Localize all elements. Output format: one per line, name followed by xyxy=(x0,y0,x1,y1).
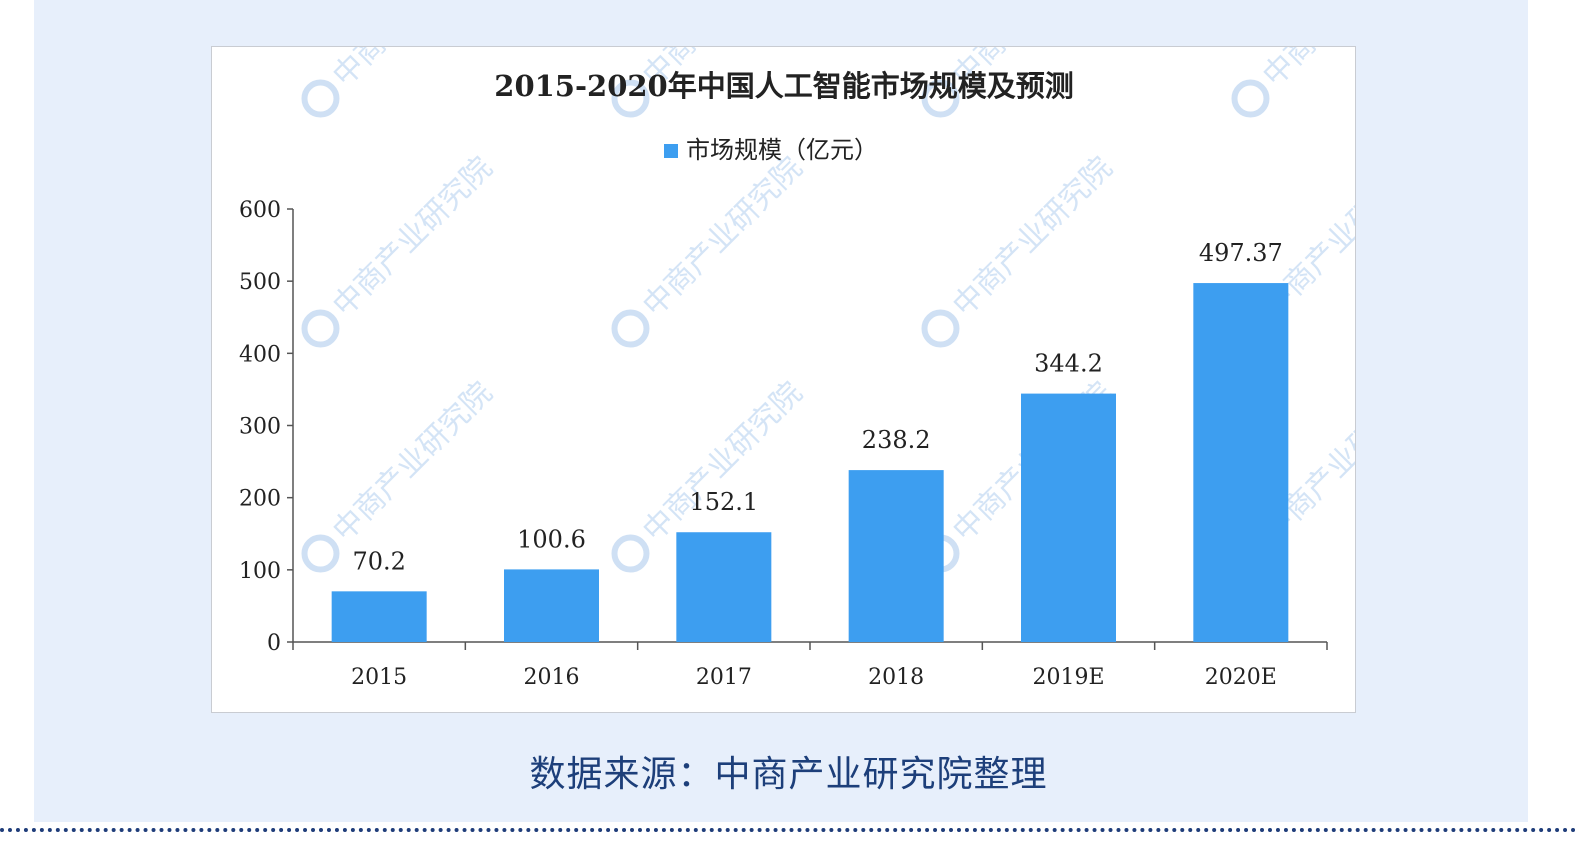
watermark-logo-icon xyxy=(611,534,650,573)
watermark-text: 中商产业研究院 xyxy=(326,47,499,94)
y-tick-label: 100 xyxy=(239,559,281,584)
y-tick-label: 500 xyxy=(239,270,281,295)
data-label: 70.2 xyxy=(352,547,405,575)
x-tick-label: 2017 xyxy=(696,665,752,690)
y-tick-label: 0 xyxy=(267,631,281,656)
bar xyxy=(504,569,599,642)
axes: 0 100 200 300 400 500 600 2015 2016 2017 2018 2019E… xyxy=(239,198,1328,690)
x-tick-label: 2015 xyxy=(351,665,407,690)
y-tick-label: 600 xyxy=(239,198,281,223)
watermark-logo-icon xyxy=(611,309,650,348)
chart-title: 2015-2020年中国人工智能市场规模及预测 xyxy=(494,69,1073,103)
y-tick-label: 200 xyxy=(239,487,281,512)
legend: 市场规模（亿元） xyxy=(664,136,878,164)
watermark-text: 中商产业研究院 xyxy=(326,375,499,548)
watermark: 中商产业研究院 xyxy=(921,150,1119,348)
watermark-text: 中商产业研究院 xyxy=(1256,47,1356,94)
watermark: 中商产业研究院 xyxy=(611,150,809,348)
bar xyxy=(676,532,772,642)
watermark-logo-icon xyxy=(301,534,340,573)
dotted-divider xyxy=(0,828,1577,832)
bar xyxy=(1021,393,1116,642)
watermark-text: 中商产业研究院 xyxy=(946,150,1119,323)
x-tick-label: 2016 xyxy=(524,665,580,690)
x-tick-label: 2019E xyxy=(1032,665,1104,690)
bar xyxy=(331,591,427,642)
bar xyxy=(1193,283,1289,642)
source-caption: 数据来源：中商产业研究院整理 xyxy=(529,754,1048,795)
data-label: 497.37 xyxy=(1199,239,1283,267)
x-tick-label: 2018 xyxy=(868,665,924,690)
data-label: 100.6 xyxy=(517,525,586,553)
legend-swatch xyxy=(664,144,678,158)
watermark: 中商产业研究院 xyxy=(1231,47,1356,118)
data-label: 238.2 xyxy=(862,426,931,454)
watermark-text: 中商产业研究院 xyxy=(326,150,499,323)
watermark-logo-icon xyxy=(301,79,340,118)
watermark-logo-icon xyxy=(921,79,960,118)
y-tick-label: 400 xyxy=(239,342,281,367)
watermark-logo-icon xyxy=(921,309,960,348)
watermark: 中商产业研究院 xyxy=(301,47,499,118)
bars: 70.2 100.6 152.1 238.2 344.2 497.37 xyxy=(331,239,1289,642)
watermark-logo-icon xyxy=(301,309,340,348)
bar xyxy=(848,470,944,642)
watermark-text: 中商产业研究院 xyxy=(636,375,809,548)
chart-frame: 中商产业研究院 中商产业研究院 中商产业研究院 中商产业研究院 中商产业研究院 中商产业研… xyxy=(211,46,1356,713)
y-tick-label: 300 xyxy=(239,415,281,440)
watermark-logo-icon xyxy=(611,79,650,118)
watermark-text: 中商产业研究院 xyxy=(636,150,809,323)
watermark-logo-icon xyxy=(1231,79,1270,118)
data-label: 344.2 xyxy=(1034,350,1103,378)
legend-label: 市场规模（亿元） xyxy=(686,136,878,164)
data-label: 152.1 xyxy=(689,488,758,516)
x-tick-label: 2020E xyxy=(1205,665,1277,690)
watermark: 中商产业研究院 xyxy=(301,150,499,348)
